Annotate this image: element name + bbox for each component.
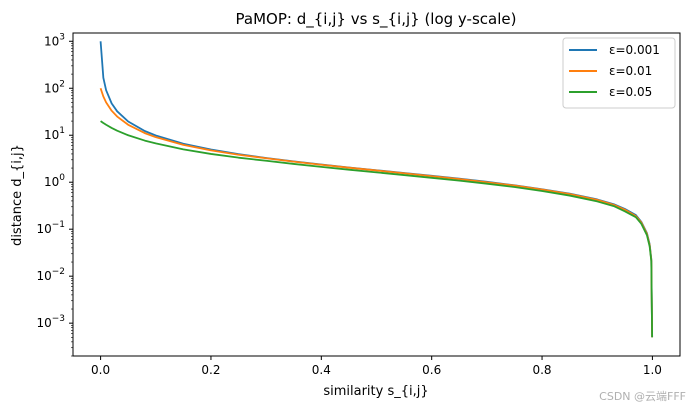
y-tick-label: 102	[44, 79, 65, 95]
legend-box	[562, 37, 676, 109]
y-tick-label: 10−3	[36, 314, 65, 330]
x-axis: 0.0 0.2 0.4 0.6 0.8 1.0	[91, 356, 662, 377]
x-tick-label: 1.0	[643, 363, 662, 377]
x-tick-label: 0.0	[91, 363, 110, 377]
x-tick-label: 0.8	[532, 363, 551, 377]
series-layer	[99, 41, 654, 338]
series-line-3	[100, 120, 654, 338]
legend-label-1: ε=0.001	[609, 43, 660, 57]
series-line-2	[99, 87, 654, 338]
y-tick-label: 101	[44, 126, 65, 142]
y-tick-label: 10−2	[36, 267, 65, 283]
y-tick-label: 10−1	[36, 220, 65, 236]
y-axis: 10−3 10−2 10−1 100 101 102 103	[36, 32, 73, 357]
legend-label-2: ε=0.01	[609, 64, 652, 78]
chart-title: PaMOP: d_{i,j} vs s_{i,j} (log y-scale)	[236, 10, 517, 29]
x-tick-label: 0.2	[201, 363, 220, 377]
y-tick-label: 103	[44, 32, 65, 48]
x-axis-label: similarity s_{i,j}	[323, 384, 428, 399]
x-tick-label: 0.4	[312, 363, 331, 377]
plot-frame	[72, 32, 681, 357]
legend: ε=0.001 ε=0.01 ε=0.05	[562, 37, 676, 109]
y-tick-label: 100	[44, 173, 65, 189]
x-tick-label: 0.6	[422, 363, 441, 377]
legend-label-3: ε=0.05	[609, 85, 652, 99]
watermark-text: CSDN @云端FFF	[599, 390, 686, 403]
y-axis-label: distance d_{i,j}	[10, 144, 25, 246]
